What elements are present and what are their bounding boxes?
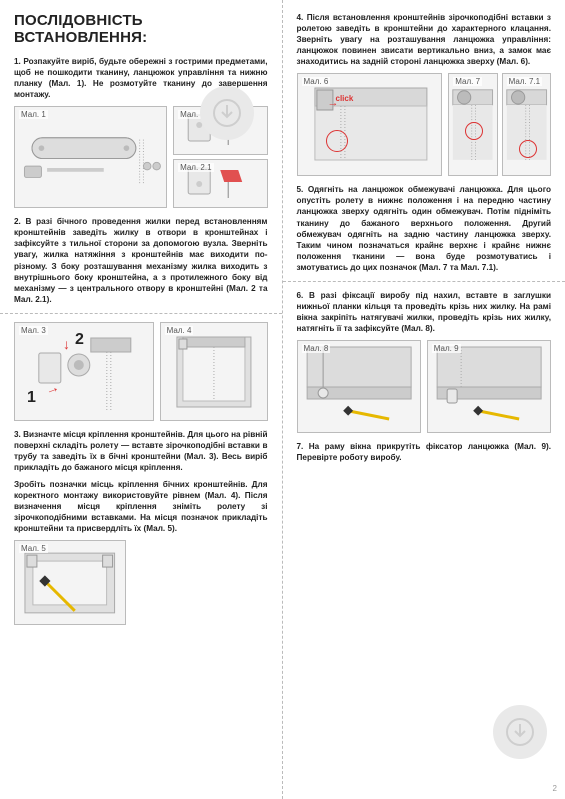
figure-9: Мал. 9: [427, 340, 551, 433]
divider-2: [283, 281, 565, 282]
step-3-text-b: Зробіть позначки місць кріплення бічних …: [14, 479, 268, 534]
step-number-2: 2: [75, 331, 84, 349]
figure-4-caption: Мал. 4: [165, 326, 194, 335]
highlight-circle-icon: [326, 130, 348, 152]
figure-7-1-caption: Мал. 7.1: [507, 77, 542, 86]
divider-1: [0, 313, 282, 314]
figure-7-1: Мал. 7.1: [502, 73, 551, 176]
page-title: ПОСЛІДОВНІСТЬ ВСТАНОВЛЕННЯ:: [14, 12, 268, 46]
step-4-text: 4. Після встановлення кронштейнів зірочк…: [297, 12, 552, 67]
figure-8-caption: Мал. 8: [302, 344, 331, 353]
step-6-text: 6. В разі фіксації виробу під нахил, вст…: [297, 290, 552, 334]
figure-8: Мал. 8: [297, 340, 421, 433]
figure-6: Мал. 6 click →: [297, 73, 443, 176]
step-number-1: 1: [27, 389, 36, 407]
figure-2-1-caption: Мал. 2.1: [178, 163, 213, 172]
figure-7-caption: Мал. 7: [453, 77, 482, 86]
watermark-icon: [200, 86, 254, 140]
click-arrow-icon: →: [328, 98, 339, 109]
highlight-circle-71-icon: [519, 140, 537, 158]
arrow-2-icon: ↓: [63, 337, 70, 351]
figure-1-caption: Мал. 1: [19, 110, 48, 119]
figure-3: Мал. 3 ↓ → 1 2: [14, 322, 154, 421]
figure-4: Мал. 4: [160, 322, 268, 421]
figure-5: Мал. 5: [14, 540, 126, 625]
step-3-text-a: 3. Визначте місця кріплення кронштейнів.…: [14, 429, 268, 473]
figure-6-caption: Мал. 6: [302, 77, 331, 86]
figure-3-caption: Мал. 3: [19, 326, 48, 335]
figure-5-caption: Мал. 5: [19, 544, 48, 553]
page-number: 2: [553, 784, 557, 793]
figure-1: Мал. 1: [14, 106, 167, 208]
step-5-text: 5. Одягніть на ланцюжок обмежувачі ланцю…: [297, 184, 552, 273]
step-2-text: 2. В разі бічного проведення жилки перед…: [14, 216, 268, 305]
figure-row-2: Мал. 3 ↓ → 1 2 Мал. 4: [14, 322, 268, 421]
figure-row-5: Мал. 8 Мал. 9: [297, 340, 552, 433]
step-7-text: 7. На раму вікна прикрутіть фіксатор лан…: [297, 441, 552, 463]
figure-row-3: Мал. 5: [14, 540, 268, 625]
figure-7: Мал. 7: [448, 73, 497, 176]
figure-row-4: Мал. 6 click → Мал. 7: [297, 73, 552, 176]
figure-2-1: Мал. 2.1: [173, 159, 267, 208]
figure-9-caption: Мал. 9: [432, 344, 461, 353]
watermark-2-icon: [493, 705, 547, 759]
